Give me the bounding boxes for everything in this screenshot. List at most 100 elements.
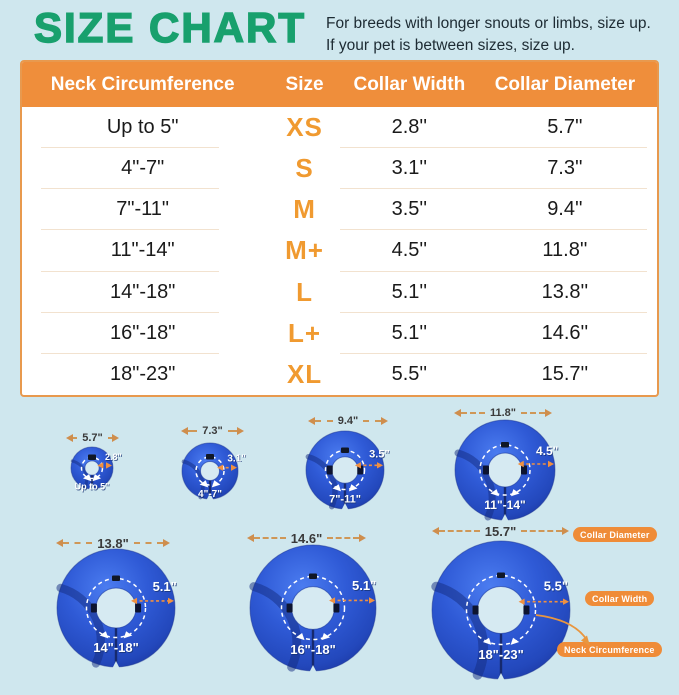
dashed-line	[461, 412, 485, 414]
size-table: Neck Circumference Size Collar Width Col…	[20, 60, 659, 397]
cell-size: L+	[288, 317, 322, 348]
arrowhead-left-icon	[308, 417, 315, 425]
svg-text:7"-11": 7"-11"	[329, 493, 361, 505]
svg-text:3.1": 3.1"	[227, 453, 246, 464]
cell-size: M+	[285, 235, 324, 266]
svg-text:5.1": 5.1"	[352, 578, 376, 593]
diameter-arrow-xl: 15.7"	[432, 523, 569, 539]
svg-text:16"-18": 16"-18"	[290, 642, 336, 657]
cell-size: L	[296, 276, 314, 307]
collar-illustration-l: 5.1"5.1"14"-18"14"-18"	[56, 548, 178, 669]
svg-text:14"-18": 14"-18"	[94, 641, 140, 656]
arrowhead-right-icon	[163, 539, 170, 547]
svg-text:5.1": 5.1"	[153, 580, 177, 595]
svg-text:14"-18": 14"-18"	[93, 640, 139, 655]
size-table-body: Up to 5" XS 2.8'' 5.7'' 4"-7" S 3.1'' 7.3'' 7"-1…	[22, 107, 657, 395]
svg-text:2.8": 2.8"	[105, 452, 122, 462]
svg-text:18"-23": 18"-23"	[478, 647, 524, 662]
cell-size: XL	[286, 358, 323, 389]
cell-diameter: 13.8''	[541, 280, 589, 303]
cell-width: 5.5''	[391, 362, 428, 385]
svg-text:4.5": 4.5"	[537, 445, 559, 459]
diameter-arrow-l: 13.8"	[56, 535, 170, 551]
table-row-xl: 18"-23" XL 5.5'' 15.7''	[22, 354, 657, 395]
dashed-line	[315, 420, 333, 422]
cell-neck: 18"-23"	[109, 362, 176, 385]
table-row-xs: Up to 5" XS 2.8'' 5.7''	[22, 107, 657, 149]
arrowhead-left-icon	[181, 427, 188, 435]
collar-illustration-m: 3.5"3.5"7"-11"7"-11"	[305, 430, 390, 511]
arrowhead-right-icon	[562, 527, 569, 535]
cell-diameter: 9.4''	[547, 198, 583, 221]
diameter-label: 7.3"	[202, 425, 223, 437]
cell-width: 3.5''	[391, 198, 428, 221]
legend-pill-collar-diameter: Collar Diameter	[573, 527, 657, 542]
cell-diameter: 11.8''	[542, 239, 588, 262]
cell-width: 3.1''	[391, 157, 428, 180]
svg-text:5.1": 5.1"	[353, 579, 377, 594]
arrowhead-left-icon	[432, 527, 439, 535]
diameter-label: 13.8"	[97, 535, 129, 551]
arrowhead-left-icon	[66, 434, 73, 442]
size-table-header: Neck Circumference Size Collar Width Col…	[22, 62, 657, 107]
dashed-line	[521, 530, 562, 532]
cell-size: XS	[286, 112, 323, 143]
table-row-m+: 11"-14" M+ 4.5'' 11.8''	[22, 230, 657, 272]
collar-illustration-s: 3.1"3.1"4"-7"4"-7"	[181, 442, 247, 501]
cell-diameter: 5.7''	[547, 116, 583, 139]
collar-illustration-l+: 5.1"5.1"16"-18"16"-18"	[249, 544, 377, 673]
cell-width: 5.1''	[391, 321, 428, 344]
cell-width: 4.5''	[391, 239, 428, 262]
dashed-line	[63, 542, 93, 544]
legend-pill-collar-width: Collar Width	[585, 591, 655, 606]
table-row-l: 14"-18" L 5.1'' 13.8''	[22, 272, 657, 313]
table-row-s: 4"-7" S 3.1'' 7.3''	[22, 148, 657, 190]
dashed-line	[254, 537, 286, 539]
diameter-arrow-m: 9.4"	[308, 413, 389, 429]
arrowhead-right-icon	[237, 427, 245, 435]
legend-pill-neck-circumference: Neck Circumference	[557, 642, 662, 657]
diameter-label: 14.6"	[290, 530, 323, 546]
arrowhead-left-icon	[454, 409, 461, 417]
dashed-line	[188, 430, 198, 432]
svg-text:5.1": 5.1"	[153, 579, 177, 594]
diameter-label: 15.7"	[484, 523, 517, 539]
svg-text:11"-14": 11"-14"	[485, 499, 526, 513]
svg-text:2.8": 2.8"	[106, 453, 123, 463]
svg-text:4.5": 4.5"	[536, 444, 558, 458]
cell-neck: 11"-14"	[110, 239, 175, 262]
svg-text:4"-7": 4"-7"	[198, 489, 222, 500]
page-title: SIZE CHART	[33, 3, 306, 52]
diameter-label: 9.4"	[337, 415, 359, 427]
sizing-note-line2: If your pet is between sizes, size up.	[326, 37, 575, 55]
svg-text:3.1": 3.1"	[228, 454, 247, 465]
cell-neck: 14"-18"	[109, 280, 176, 303]
cell-diameter: 15.7''	[541, 362, 589, 385]
collar-illustration-xl: 5.5"5.5"18"-23"18"-23"	[431, 540, 571, 681]
cell-size: S	[295, 153, 314, 184]
cell-neck: Up to 5"	[106, 116, 179, 139]
svg-text:18"-23": 18"-23"	[479, 648, 525, 663]
table-row-l+: 16"-18" L+ 5.1'' 14.6''	[22, 313, 657, 354]
dashed-line	[73, 437, 78, 439]
diameter-arrow-l+: 14.6"	[247, 530, 366, 546]
arrowhead-left-icon	[247, 534, 254, 542]
diameter-label: 11.8"	[489, 407, 517, 419]
dashed-line	[327, 537, 359, 539]
svg-text:5.5": 5.5"	[545, 579, 569, 594]
cell-width: 2.8''	[391, 116, 428, 139]
sizing-note-line1: For breeds with longer snouts or limbs, …	[326, 15, 651, 32]
dashed-line	[133, 542, 163, 544]
cell-neck: 4"-7"	[121, 157, 165, 180]
cell-width: 5.1''	[391, 280, 428, 303]
arrowhead-right-icon	[545, 409, 552, 417]
svg-text:11"-14": 11"-14"	[484, 498, 525, 512]
cell-diameter: 7.3''	[547, 157, 583, 180]
svg-text:5.5": 5.5"	[544, 578, 568, 593]
cell-neck: 7"-11"	[116, 198, 170, 221]
svg-text:3.5": 3.5"	[369, 449, 390, 461]
svg-text:16"-18": 16"-18"	[291, 643, 337, 658]
col-header-neck-circumference: Neck Circumference	[50, 73, 235, 95]
col-header-collar-diameter: Collar Diameter	[494, 73, 636, 95]
dashed-line	[107, 437, 113, 439]
